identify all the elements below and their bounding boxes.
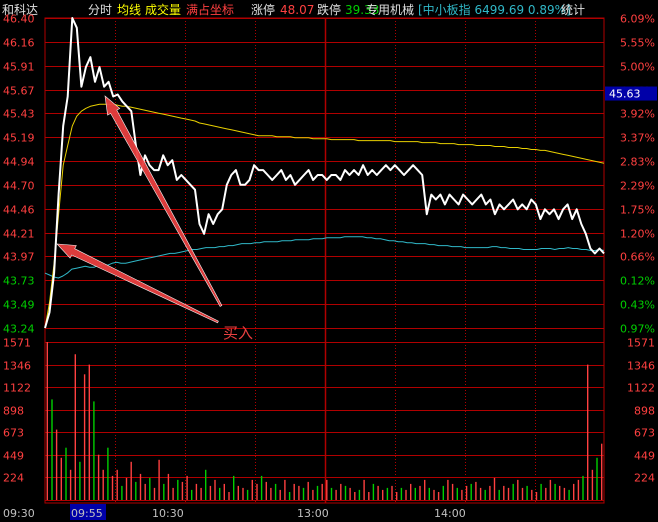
- limit-down-value: 39.33: [345, 3, 380, 17]
- tab-full-scale[interactable]: 满占坐标: [186, 3, 235, 17]
- volume-axis-label: 1346: [3, 360, 31, 373]
- pct-axis-label: 0.12%: [620, 275, 655, 288]
- limit-up-value: 48.07: [280, 3, 315, 17]
- current-price-tag: 45.63: [609, 88, 641, 101]
- tab-minute-chart[interactable]: 分时: [88, 3, 113, 17]
- pct-axis-label: 2.29%: [620, 180, 655, 193]
- price-axis-label: 45.19: [3, 132, 35, 145]
- index-line: [44, 236, 605, 279]
- volume-axis-label: 673: [3, 427, 24, 440]
- quote-header: 和科达 分时 均线 成交量 满占坐标 涨停 48.07 跌停 39.33 专用机…: [0, 0, 658, 20]
- volume-axis-label: 1571: [3, 337, 31, 350]
- price-axis-label: 43.73: [3, 275, 35, 288]
- volume-axis-label-right: 1122: [627, 382, 655, 395]
- time-axis-label: 13:00: [297, 507, 329, 520]
- price-axis-label: 43.49: [3, 299, 35, 312]
- tab-average-line[interactable]: 均线: [117, 3, 142, 17]
- price-axis-label: 44.46: [3, 204, 35, 217]
- volume-axis-label-right: 1346: [627, 360, 655, 373]
- pct-axis-label: 0.97%: [620, 323, 655, 336]
- price-axis-label: 45.43: [3, 108, 35, 121]
- buy-arrow-top: [104, 95, 223, 307]
- price-axis-label: 43.97: [3, 251, 35, 264]
- sector-name: 专用机械: [366, 3, 415, 17]
- volume-axis-label: 449: [3, 450, 24, 463]
- volume-axis-label: 224: [3, 472, 24, 485]
- price-axis-label: 45.67: [3, 85, 35, 98]
- volume-axis-label-right: 1571: [627, 337, 655, 350]
- price-axis-label: 46.40: [3, 13, 35, 26]
- time-axis-label: 10:30: [152, 507, 184, 520]
- index-quote: [中小板指 6499.69 0.89%]: [418, 3, 571, 17]
- volume-axis-label-right: 224: [634, 472, 655, 485]
- time-axis-label: 09:30: [3, 507, 35, 520]
- volume-axis-label: 1122: [3, 382, 31, 395]
- stats-tab[interactable]: 统计: [561, 3, 586, 17]
- tab-volume[interactable]: 成交量: [145, 3, 182, 17]
- volume-axis-label-right: 898: [634, 405, 655, 418]
- price-axis-label: 44.94: [3, 156, 35, 169]
- price-axis-label: 43.24: [3, 323, 35, 336]
- pct-axis-label: 0.66%: [620, 251, 655, 264]
- average-price-line: [44, 103, 605, 329]
- pct-axis-label: 2.83%: [620, 156, 655, 169]
- time-cursor-highlight: [70, 504, 106, 520]
- limit-down-label: 跌停: [317, 3, 342, 17]
- pct-axis-label: 1.75%: [620, 204, 655, 217]
- price-axis-label: 44.70: [3, 180, 35, 193]
- pct-axis-label: 5.00%: [620, 61, 655, 74]
- volume-axis-label: 898: [3, 405, 24, 418]
- pct-axis-label: 3.37%: [620, 132, 655, 145]
- price-axis-label: 45.91: [3, 61, 35, 74]
- volume-axis-label-right: 449: [634, 450, 655, 463]
- time-axis-label: 14:00: [434, 507, 466, 520]
- volume-axis-label-right: 673: [634, 427, 655, 440]
- buy-arrow-left: [56, 243, 219, 324]
- price-axis-label: 46.16: [3, 37, 35, 50]
- pct-axis-label: 6.09%: [620, 13, 655, 26]
- buy-annotation: 买入: [223, 324, 253, 342]
- pct-axis-label: 0.43%: [620, 299, 655, 312]
- pct-axis-label: 5.55%: [620, 37, 655, 50]
- stock-name: 和科达: [2, 3, 39, 17]
- price-axis-label: 44.21: [3, 228, 35, 241]
- pct-axis-label: 1.20%: [620, 228, 655, 241]
- time-axis-label: 09:55: [71, 507, 103, 520]
- limit-up-label: 涨停: [251, 3, 276, 17]
- current-price-tag-bg: [605, 86, 657, 101]
- pct-axis-label: 3.92%: [620, 108, 655, 121]
